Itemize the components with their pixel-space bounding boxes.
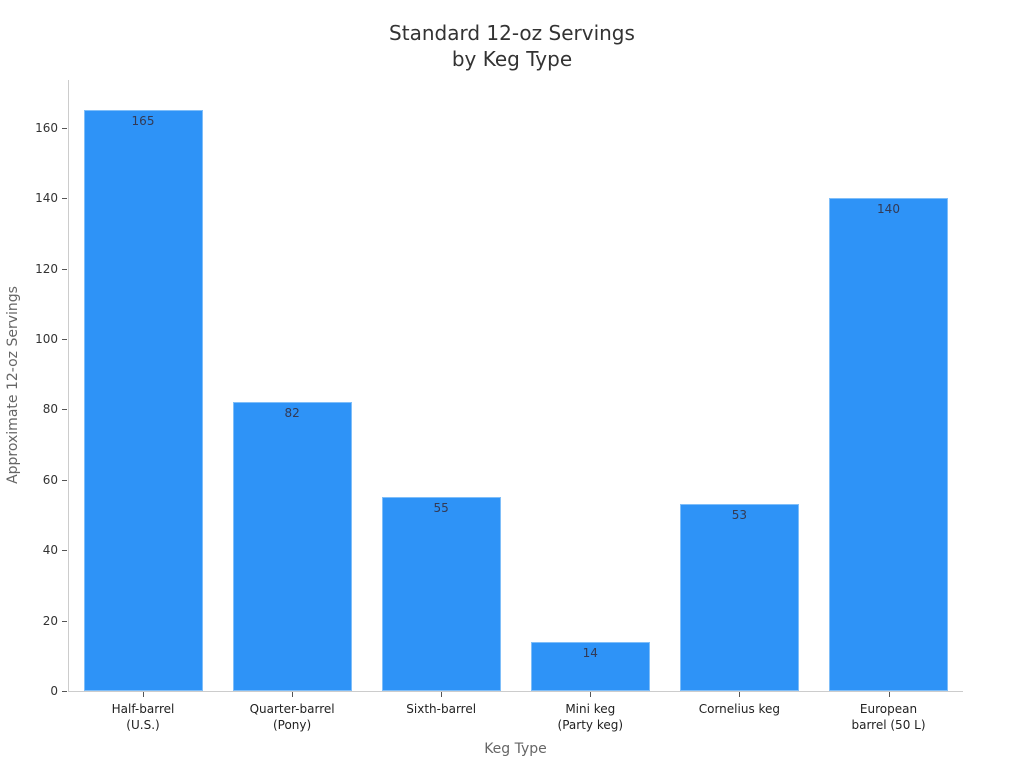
y-tick-label: 160	[35, 120, 58, 135]
x-tick-mark	[590, 692, 591, 697]
y-tick: 40	[0, 543, 68, 557]
x-tick-label: Sixth-barrel	[406, 702, 477, 716]
chart-title: Standard 12-oz Servings by Keg Type	[0, 20, 1024, 72]
bar-value-label: 53	[731, 508, 748, 523]
y-tick-label: 0	[50, 684, 58, 698]
y-tick-label: 100	[35, 332, 58, 346]
y-tick: 60	[0, 473, 68, 487]
bar	[829, 198, 948, 691]
bar-value-label: 14	[582, 645, 598, 660]
y-tick: 20	[0, 614, 68, 628]
y-tick: 120	[0, 262, 68, 276]
y-tick: 140	[0, 191, 68, 205]
chart-title-line-2: by Keg Type	[451, 47, 573, 71]
y-tick-mark	[62, 620, 67, 622]
x-tick-mark	[441, 692, 442, 697]
x-tick-mark	[739, 692, 740, 697]
y-tick: 0	[0, 684, 68, 698]
chart-title-line-1: Standard 12-oz Servings	[389, 21, 635, 45]
bar	[530, 641, 650, 691]
x-tick-mark	[889, 692, 890, 697]
y-tick-mark	[62, 198, 67, 200]
x-tick-mark	[292, 692, 293, 697]
bar	[381, 497, 501, 691]
x-tick-mark	[143, 692, 144, 697]
bar-value-label: 55	[433, 501, 449, 516]
y-tick: 160	[0, 121, 68, 135]
y-tick-label: 20	[42, 613, 58, 628]
y-tick: 80	[0, 402, 68, 416]
y-tick-mark	[62, 550, 67, 552]
y-tick-label: 140	[35, 191, 58, 206]
bar-value-label: 82	[284, 406, 300, 421]
x-tick-label: Half-barrel (U.S.)	[111, 702, 175, 732]
y-tick-label: 60	[42, 472, 58, 487]
bar-value-label: 165	[131, 114, 155, 129]
bar	[232, 402, 352, 691]
x-tick-label: Mini keg (Party keg)	[557, 702, 624, 732]
x-axis-line	[68, 691, 963, 692]
y-tick-mark	[62, 691, 67, 692]
y-tick-mark	[62, 127, 67, 129]
y-tick-mark	[62, 479, 67, 481]
bar	[679, 504, 799, 691]
x-axis-label: Keg Type	[484, 741, 547, 757]
x-tick-label: European barrel (50 L)	[851, 702, 926, 732]
y-tick-label: 80	[42, 402, 58, 417]
x-tick-label: Cornelius keg	[698, 702, 781, 716]
x-tick-label: Quarter-barrel (Pony)	[249, 702, 335, 732]
y-axis-label: Approximate 12-oz Servings	[5, 286, 21, 484]
bar	[83, 110, 203, 691]
y-tick-label: 120	[35, 261, 58, 276]
y-tick: 100	[0, 332, 68, 346]
y-tick-mark	[62, 268, 67, 270]
y-tick-label: 40	[42, 543, 58, 558]
bar-value-label: 140	[877, 202, 900, 217]
y-axis-line	[68, 80, 69, 692]
y-tick-mark	[62, 409, 67, 411]
y-tick-mark	[62, 339, 67, 340]
